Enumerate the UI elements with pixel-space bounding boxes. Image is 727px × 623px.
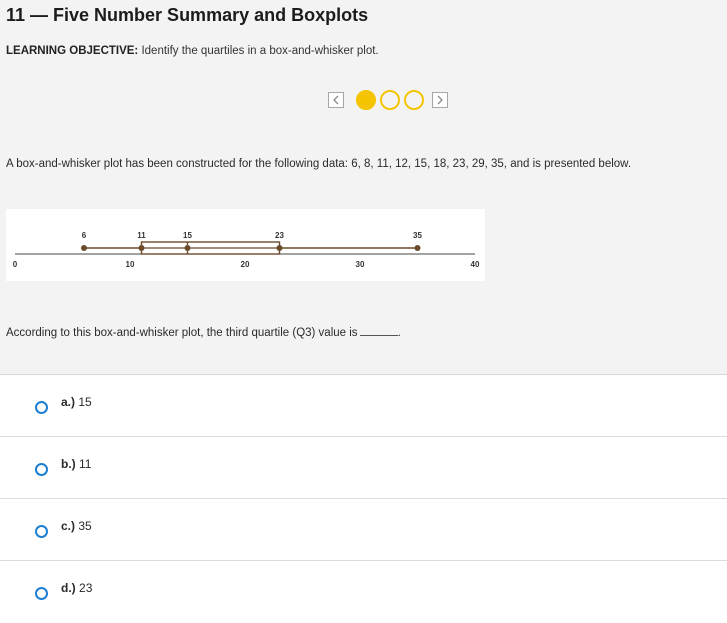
option-label: b.) 11 — [61, 457, 91, 471]
value-label-max: 35 — [413, 231, 422, 240]
value-label-min: 6 — [82, 231, 87, 240]
question-text: According to this box-and-whisker plot, … — [6, 327, 401, 339]
point-q3 — [276, 245, 283, 251]
point-q1 — [138, 245, 145, 251]
option-letter: b.) — [61, 457, 76, 471]
option-value: 15 — [78, 395, 92, 409]
next-button[interactable] — [432, 92, 448, 108]
radio-icon[interactable] — [35, 587, 48, 600]
option-letter: d.) — [61, 581, 76, 595]
question-prompt: A box-and-whisker plot has been construc… — [6, 158, 632, 170]
chevron-left-icon — [333, 95, 339, 105]
chevron-right-icon — [437, 95, 443, 105]
option-label: c.) 35 — [61, 519, 92, 533]
value-label-q3: 23 — [275, 231, 284, 240]
option-label: d.) 23 — [61, 581, 92, 595]
axis-tick-label: 10 — [126, 260, 135, 269]
value-label-median: 15 — [183, 231, 192, 240]
page-title: 11 — Five Number Summary and Boxplots — [6, 5, 369, 25]
radio-icon[interactable] — [35, 463, 48, 476]
radio-icon[interactable] — [35, 401, 48, 414]
option-c[interactable]: c.) 35 — [0, 498, 727, 560]
option-value: 11 — [79, 457, 92, 471]
pager-dot-1[interactable] — [356, 90, 376, 110]
option-letter: c.) — [61, 519, 76, 533]
option-value: 23 — [79, 581, 93, 595]
question-pager — [328, 90, 448, 110]
boxplot-svg: 0 10 20 30 40 6 11 15 23 35 — [13, 231, 480, 269]
option-b[interactable]: b.) 11 — [0, 436, 727, 498]
option-letter: a.) — [61, 395, 76, 409]
boxplot-chart: 0 10 20 30 40 6 11 15 23 35 — [6, 209, 485, 281]
value-label-q1: 11 — [137, 231, 146, 240]
point-max — [414, 245, 421, 251]
option-value: 35 — [78, 519, 92, 533]
option-label: a.) 15 — [61, 395, 92, 409]
axis-tick-label: 0 — [13, 260, 18, 269]
point-min — [81, 245, 87, 251]
objective-text: Identify the quartiles in a box-and-whis… — [141, 45, 379, 57]
pager-dot-2[interactable] — [380, 90, 400, 110]
question-stem: According to this box-and-whisker plot, … — [6, 327, 358, 339]
answer-blank — [359, 327, 398, 336]
point-median — [184, 245, 191, 251]
objective-label: LEARNING OBJECTIVE: — [6, 45, 139, 57]
answer-options: a.) 15 b.) 11 c.) 35 d.) 23 — [0, 374, 727, 623]
prev-button[interactable] — [328, 92, 344, 108]
option-d[interactable]: d.) 23 — [0, 560, 727, 622]
axis-tick-label: 20 — [241, 260, 250, 269]
learning-objective: LEARNING OBJECTIVE: Identify the quartil… — [6, 45, 379, 57]
option-a[interactable]: a.) 15 — [0, 374, 727, 436]
pager-dot-3[interactable] — [404, 90, 424, 110]
axis-tick-label: 40 — [471, 260, 480, 269]
radio-icon[interactable] — [35, 525, 48, 538]
axis-tick-label: 30 — [356, 260, 365, 269]
